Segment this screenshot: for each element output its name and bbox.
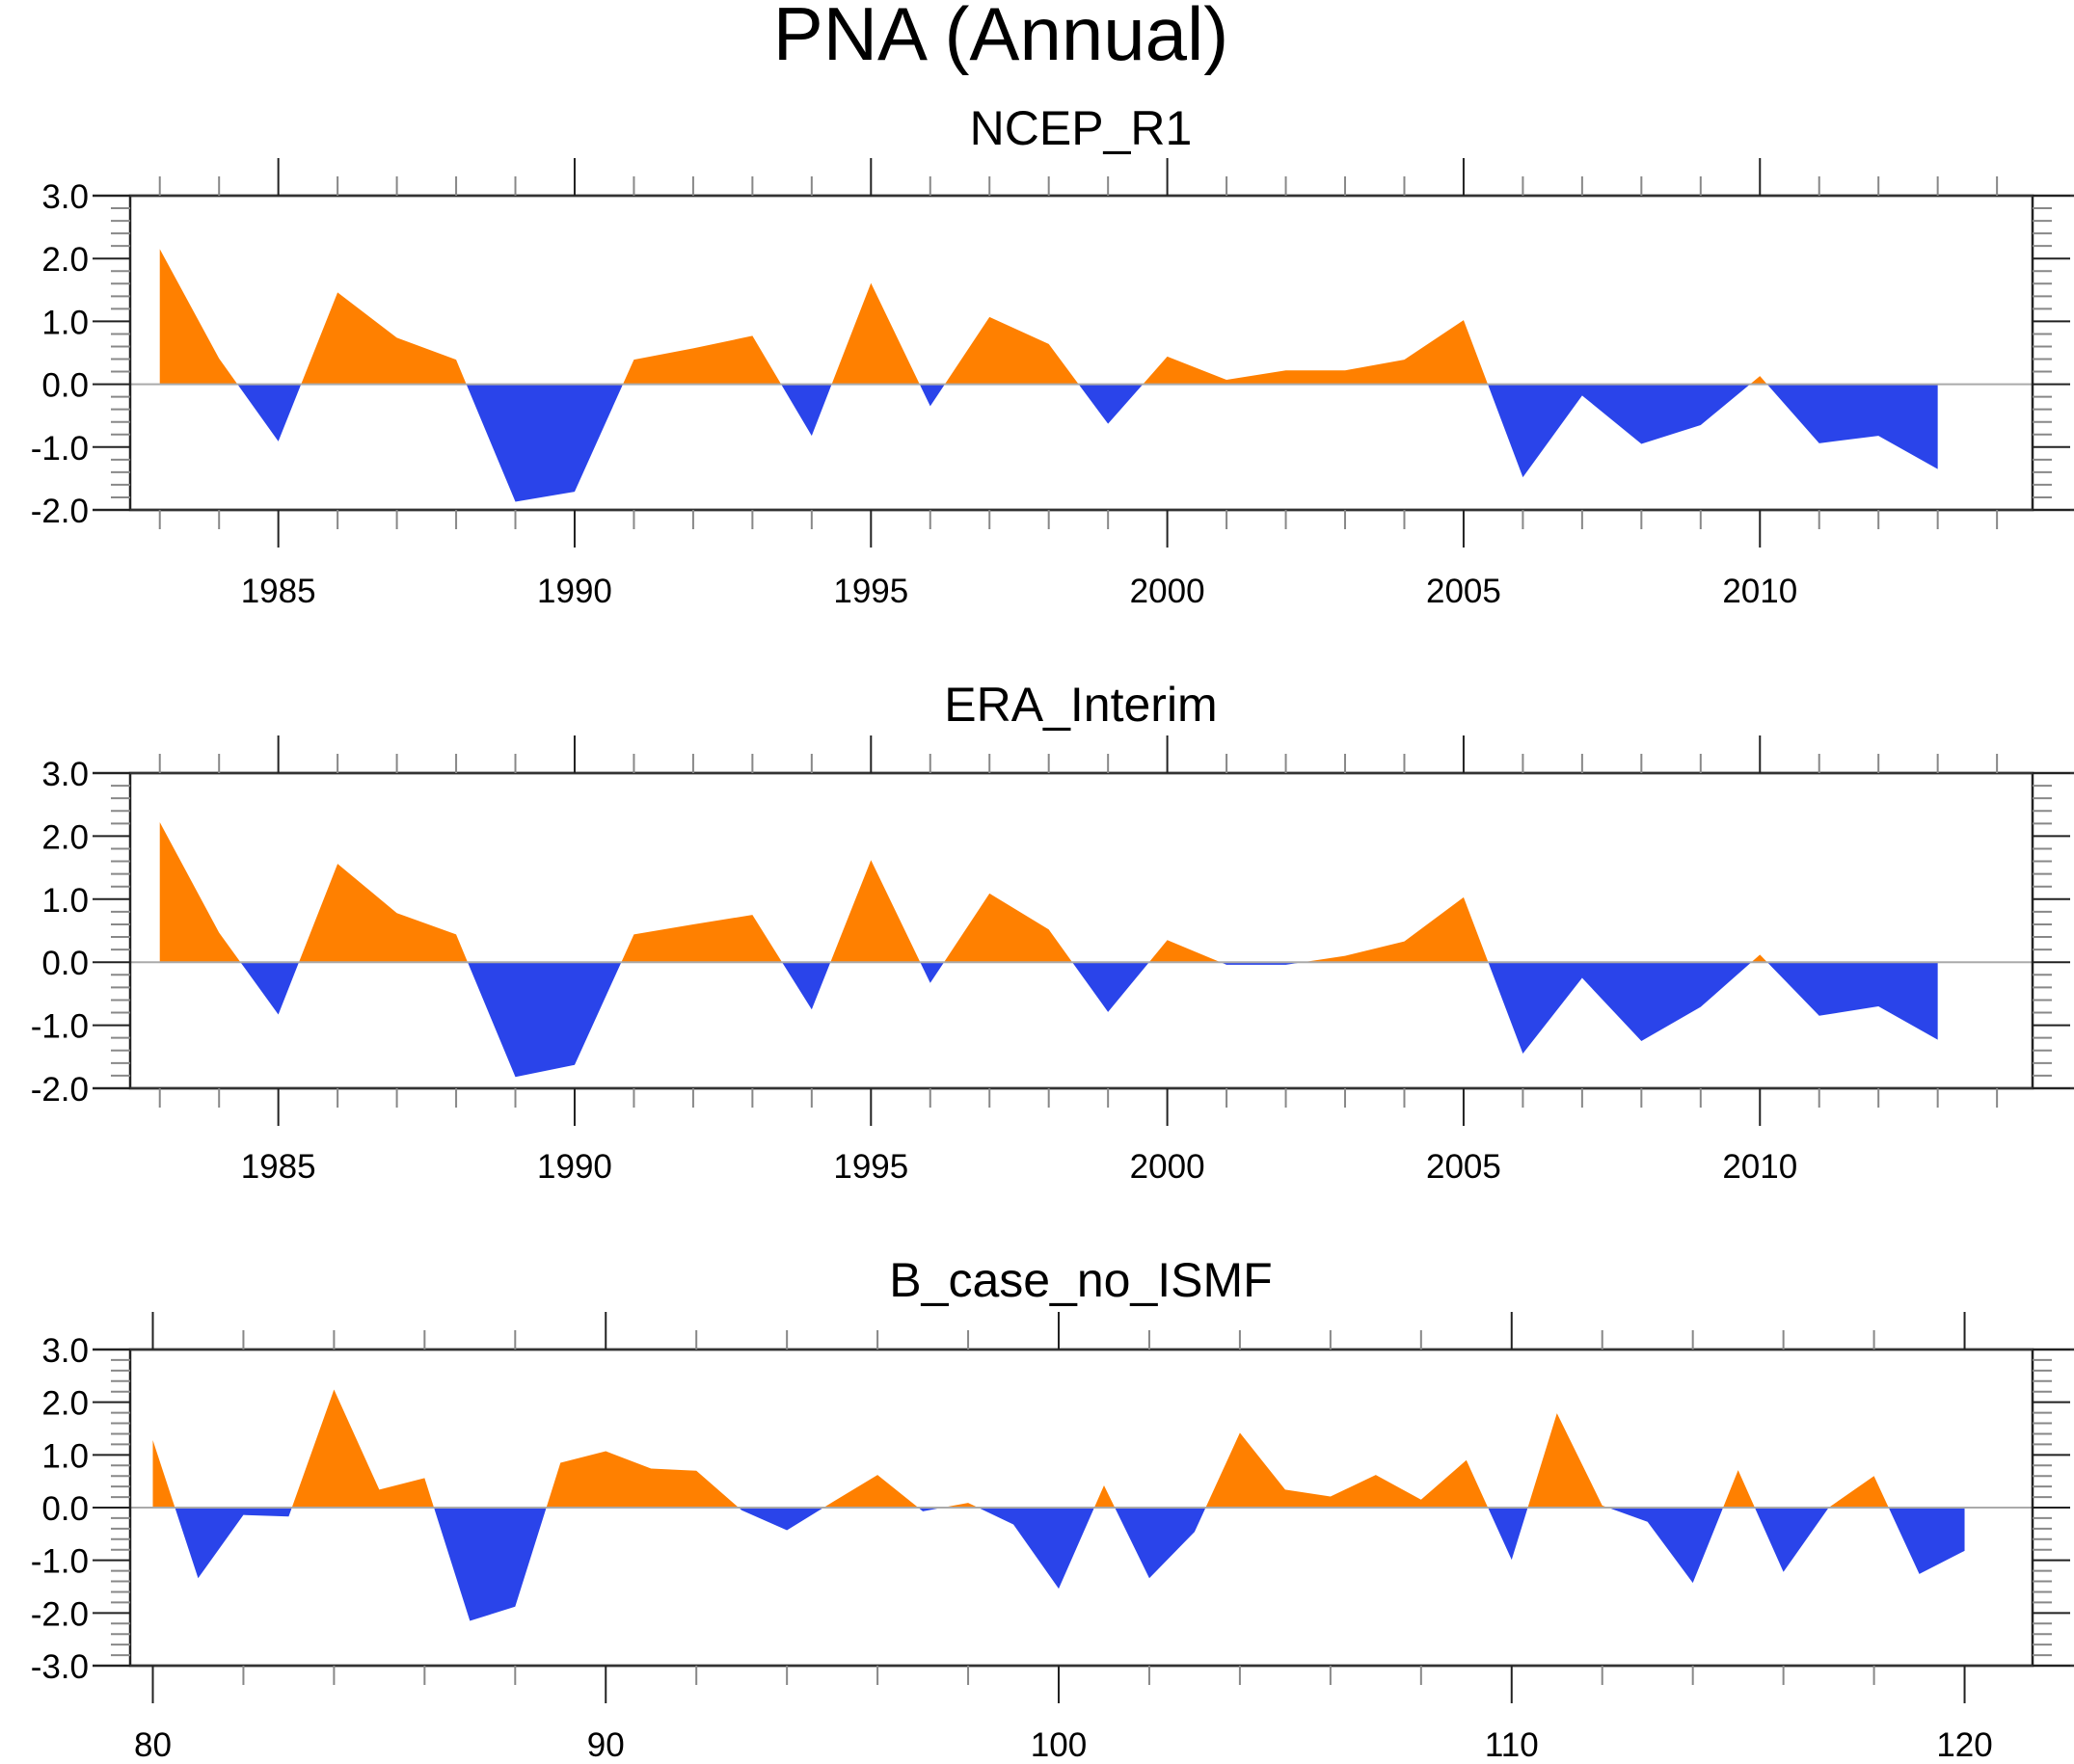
y-tick-label: -2.0: [31, 1595, 89, 1633]
x-tick-label: 1985: [241, 1148, 316, 1186]
positive-area: [159, 822, 1938, 963]
negative-area: [152, 1508, 1965, 1621]
x-tick-label: 120: [1936, 1726, 1992, 1764]
x-tick-label: 110: [1485, 1726, 1539, 1764]
y-tick-label: -1.0: [31, 430, 89, 468]
x-tick-label: 2010: [1722, 573, 1797, 610]
y-tick-label: 1.0: [41, 882, 89, 920]
panel-ncep-r1: NCEP_R1 3.0 2.0 1.0 0.0 -1.0 -2.0 1985 1990 1995…: [31, 101, 2074, 610]
x-tick-label: 90: [587, 1726, 625, 1764]
y-tick-label: 1.0: [41, 304, 89, 341]
panel-b-case-no-ismf: B_case_no_ISMF 3.0 2.0 1.0 0.0 -1.0 -2.0 -3.0 8…: [31, 1253, 2074, 1764]
y-tick-label: 2.0: [41, 241, 89, 279]
x-tick-label: 100: [1031, 1726, 1087, 1764]
y-tick-label: -1.0: [31, 1543, 89, 1581]
y-tick-label: 0.0: [41, 945, 89, 982]
y-tick-label: 3.0: [41, 1332, 89, 1370]
figure-title: PNA (Annual): [773, 0, 1229, 76]
x-tick-label: 1995: [833, 1148, 908, 1186]
x-tick-label: 2000: [1130, 1148, 1205, 1186]
panel-title: B_case_no_ISMF: [889, 1253, 1272, 1307]
panel-era-interim: ERA_Interim 3.0 2.0 1.0 0.0 -1.0 -2.0 1985 1990…: [31, 678, 2074, 1186]
y-tick-label: -3.0: [31, 1648, 89, 1686]
panel-title: ERA_Interim: [944, 678, 1217, 732]
x-tick-label: 1990: [537, 1148, 612, 1186]
x-tick-label: 1990: [537, 573, 612, 610]
y-tick-label: 0.0: [41, 367, 89, 405]
positive-area: [152, 1389, 1965, 1508]
x-tick-label: 1995: [833, 573, 908, 610]
positive-area: [159, 249, 1938, 385]
y-tick-label: -1.0: [31, 1008, 89, 1046]
y-tick-label: 3.0: [41, 756, 89, 793]
y-tick-label: 2.0: [41, 1385, 89, 1423]
x-tick-label: 1985: [241, 573, 316, 610]
x-tick-label: 2005: [1426, 573, 1501, 610]
y-tick-label: 2.0: [41, 818, 89, 856]
negative-area: [159, 384, 1938, 502]
y-tick-label: -2.0: [31, 1071, 89, 1109]
x-tick-label: 2005: [1426, 1148, 1501, 1186]
x-tick-label: 2010: [1722, 1148, 1797, 1186]
y-tick-label: 3.0: [41, 178, 89, 216]
y-tick-label: -2.0: [31, 493, 89, 530]
y-tick-label: 1.0: [41, 1437, 89, 1475]
negative-area: [159, 962, 1938, 1078]
x-tick-label: 2000: [1130, 573, 1205, 610]
panel-title: NCEP_R1: [970, 101, 1193, 155]
y-tick-label: 0.0: [41, 1490, 89, 1528]
x-tick-label: 80: [134, 1726, 172, 1764]
